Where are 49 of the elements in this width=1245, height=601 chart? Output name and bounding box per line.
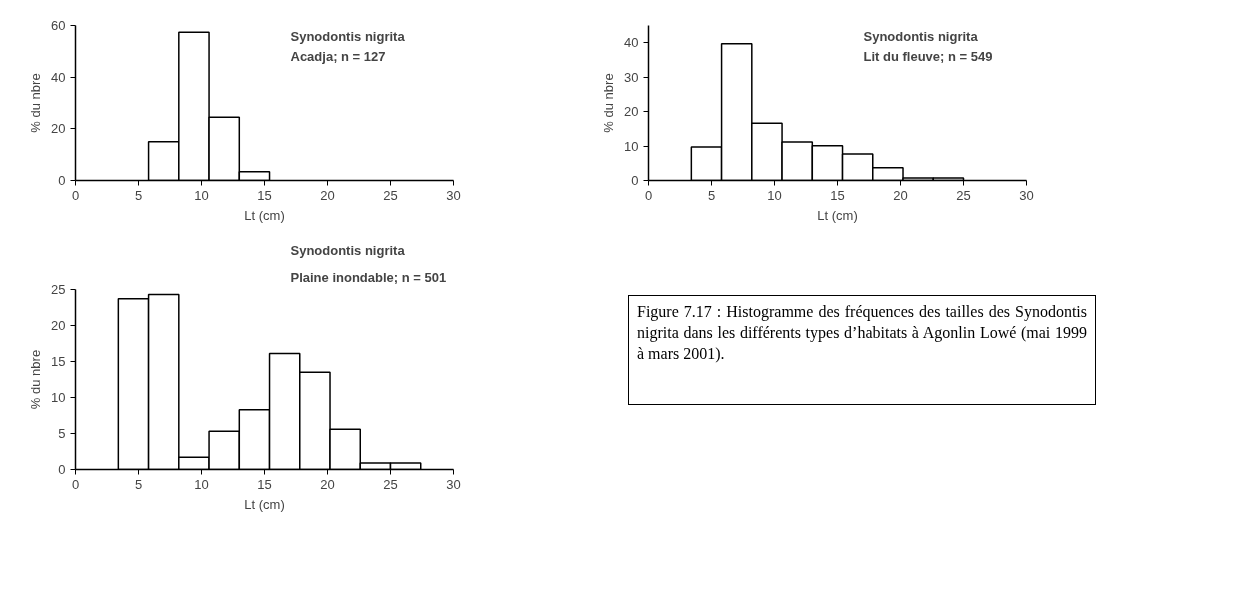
x-tick-label: 25 <box>383 187 398 203</box>
y-axis-title: % du nbre <box>28 73 44 133</box>
x-tick-label: 10 <box>767 187 782 203</box>
x-tick-label: 0 <box>644 187 653 203</box>
y-tick-label: 0 <box>58 173 66 188</box>
y-tick-label: 40 <box>51 69 66 85</box>
y-axis-title: % du nbre <box>601 73 617 133</box>
y-tick-label: 60 <box>51 18 66 33</box>
y-tick-label: 0 <box>58 462 66 477</box>
x-tick-label: 25 <box>956 187 971 203</box>
y-tick-label: 10 <box>51 390 66 405</box>
x-axis-title: Lt (cm) <box>817 207 858 223</box>
y-tick-label: 10 <box>624 138 639 154</box>
y-tick-label: 20 <box>51 318 66 333</box>
text: Acadja; n = 127 <box>290 48 386 64</box>
y-tick-label: 20 <box>624 104 639 120</box>
x-tick-label: 0 <box>71 187 80 203</box>
x-tick-label: 0 <box>71 476 80 492</box>
y-axis-title: % du nbre <box>28 349 44 410</box>
x-tick-label: 5 <box>134 187 143 203</box>
x-tick-label: 10 <box>194 476 209 492</box>
x-tick-label: 10 <box>194 187 209 203</box>
y-tick-label: 15 <box>51 354 66 369</box>
x-tick-label: 30 <box>446 476 461 492</box>
text: Lit du fleuve; n = 549 <box>863 48 993 64</box>
x-tick-label: 5 <box>707 187 716 203</box>
x-tick-label: 30 <box>1019 187 1034 203</box>
x-tick-label: 30 <box>446 187 461 203</box>
y-tick-label: 5 <box>58 426 66 441</box>
y-tick-label: 25 <box>51 282 66 297</box>
x-tick-label: 15 <box>257 476 272 492</box>
x-tick-label: 5 <box>134 476 143 492</box>
chart-subtitle: Plaine inondable; n = 501 <box>290 269 447 285</box>
caption: Figure 7.17 : Histogramme des fréquences des tailles des Synodontis nigrita dans les différents types d’habitats à Agonlin Lowé (mai 1999 à mars 2001). <box>637 302 1087 364</box>
y-tick-label: 20 <box>51 121 66 137</box>
chart-title: Synodontis nigrita <box>290 28 406 44</box>
x-tick-label: 20 <box>893 187 908 203</box>
y-tick-label: 30 <box>624 69 639 85</box>
x-tick-label: 25 <box>383 476 398 492</box>
x-tick-label: 20 <box>320 476 335 492</box>
x-tick-label: 15 <box>830 187 845 203</box>
y-tick-label: 0 <box>631 173 639 188</box>
x-axis-title: Lt (cm) <box>244 207 285 223</box>
x-tick-label: 15 <box>257 187 272 203</box>
x-tick-label: 20 <box>320 187 335 203</box>
chart-title: Synodontis nigrita <box>290 242 406 258</box>
y-tick-label: 40 <box>624 35 639 51</box>
chart-title: Synodontis nigrita <box>863 28 979 44</box>
x-axis-title: Lt (cm) <box>244 496 285 512</box>
